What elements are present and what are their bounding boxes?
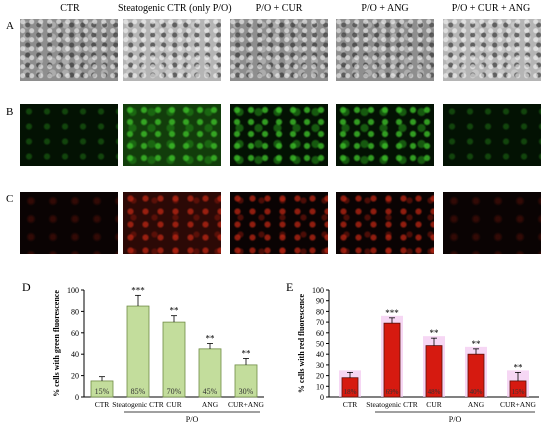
significance-marker: *** (385, 308, 399, 318)
y-tick-label: 60 (71, 329, 79, 338)
micrograph-c-ctr (20, 192, 118, 254)
micrograph-a-steatogenic (123, 19, 221, 81)
group-label: P/O (186, 415, 199, 424)
y-tick-label: 60 (316, 329, 324, 338)
y-tick-label: 40 (316, 350, 324, 359)
micrograph-a-cur-ang (443, 19, 541, 81)
y-tick-label: 80 (316, 307, 324, 316)
y-tick-label: 0 (320, 393, 324, 402)
significance-marker: ** (514, 362, 524, 372)
y-tick-label: 10 (316, 382, 324, 391)
bar (467, 353, 485, 398)
column-header-po-cur: P/O + CUR (255, 3, 303, 14)
y-tick-label: 70 (316, 318, 324, 327)
category-label: CTR (95, 400, 110, 409)
micrograph-a-ctr (20, 19, 118, 81)
y-tick-label: 30 (316, 361, 324, 370)
significance-marker: ** (170, 306, 180, 316)
micrograph-b-cur-ang (443, 104, 541, 166)
category-label: Steatogenic CTR (366, 400, 417, 409)
row-label-a: A (6, 20, 14, 32)
micrograph-a-cur (230, 19, 328, 81)
y-tick-label: 20 (316, 372, 324, 381)
chart-letter-e: E (286, 280, 294, 294)
category-label: CUR+ANG (500, 400, 536, 409)
y-tick-label: 50 (316, 340, 324, 349)
category-label: ANG (202, 400, 219, 409)
significance-marker: ** (242, 348, 252, 358)
category-label: CUR+ANG (228, 400, 264, 409)
y-axis-title: % cells with green fluorescence (52, 290, 61, 397)
bar-value-label: 18% (344, 388, 357, 396)
y-tick-label: 100 (67, 286, 79, 295)
y-tick-label: 20 (71, 372, 79, 381)
category-label: CUR (426, 400, 441, 409)
bar-value-label: 30% (239, 387, 254, 396)
chart-letter-d: D (22, 280, 31, 294)
category-label: CTR (343, 400, 358, 409)
bar-value-label: 15% (95, 387, 110, 396)
micrograph-c-ang (336, 192, 434, 254)
row-label-b: B (6, 106, 14, 118)
bar (126, 305, 150, 398)
y-tick-label: 40 (71, 350, 79, 359)
bar (90, 380, 114, 398)
column-header-ctr: CTR (60, 3, 80, 14)
micrograph-c-cur (230, 192, 328, 254)
significance-marker: *** (131, 285, 145, 295)
y-tick-label: 90 (316, 297, 324, 306)
significance-marker: ** (430, 328, 440, 338)
y-tick-label: 100 (312, 286, 324, 295)
row-label-c: C (6, 193, 14, 205)
bar-value-label: 48% (428, 388, 441, 396)
significance-marker: ** (472, 339, 482, 349)
bar-value-label: 40% (470, 388, 483, 396)
column-header-po-cur-ang: P/O + CUR + ANG (451, 3, 531, 14)
micrograph-b-steatogenic (123, 104, 221, 166)
category-label: ANG (468, 400, 485, 409)
bar-value-label: 70% (167, 387, 182, 396)
column-header-po-ang: P/O + ANG (361, 3, 409, 14)
bar (162, 321, 186, 398)
micrograph-b-ctr (20, 104, 118, 166)
bar-value-label: 15% (512, 388, 525, 396)
column-header-steatogenic: Steatogenic CTR (only P/O) (118, 3, 232, 14)
bar (383, 322, 401, 398)
micrograph-c-steatogenic (123, 192, 221, 254)
bar-value-label: 85% (131, 387, 146, 396)
chart-green-fluorescence: 0 20 40 60 80 100 % cells with green fluoresce… (52, 285, 265, 424)
bar-value-label: 45% (203, 387, 218, 396)
category-label: Steatogenic CTR (112, 400, 163, 409)
category-label: CUR (166, 400, 181, 409)
bar (425, 345, 443, 398)
y-axis-title: % cells with red fluorescence (297, 293, 306, 393)
micrograph-b-cur (230, 104, 328, 166)
y-tick-label: 80 (71, 307, 79, 316)
y-tick-label: 0 (75, 393, 79, 402)
bar (198, 348, 222, 398)
micrograph-a-ang (336, 19, 434, 81)
micrograph-c-cur-ang (443, 192, 541, 254)
group-label: P/O (449, 415, 462, 424)
micrograph-b-ang (336, 104, 434, 166)
bar (509, 380, 527, 398)
significance-marker: ** (206, 334, 216, 344)
bar-value-label: 69% (386, 388, 399, 396)
